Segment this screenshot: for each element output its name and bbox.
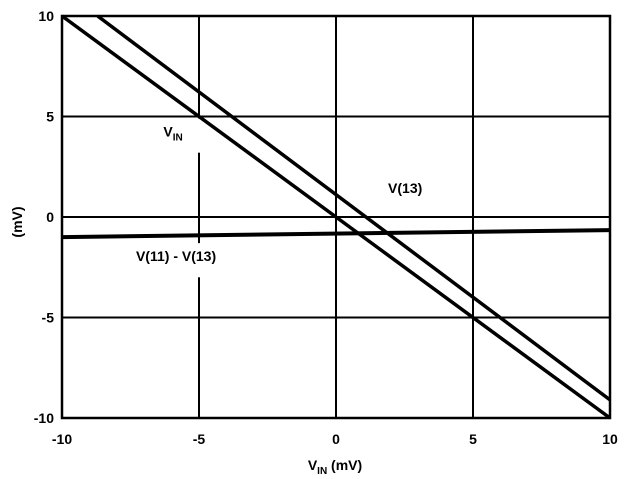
y-tick-labels: -10 -5 0 5 10	[34, 8, 54, 426]
y-tick-label: -5	[42, 310, 55, 326]
y-axis-label: (mV)	[9, 206, 25, 237]
label-background	[129, 243, 248, 278]
series-line-vin	[60, 14, 612, 420]
grid	[60, 14, 612, 420]
series-lines	[60, 14, 612, 420]
x-axis-label-main: V	[308, 457, 318, 473]
series-line-v13	[96, 14, 612, 402]
label-background	[157, 118, 202, 153]
x-axis-label: VIN (mV)	[308, 457, 362, 477]
y-tick-label: 0	[46, 209, 54, 225]
x-tick-label: 10	[602, 431, 618, 447]
y-tick-label: 5	[46, 109, 54, 125]
x-tick-label: -5	[193, 431, 206, 447]
series-line-v11-minus-v13	[61, 228, 611, 240]
x-tick-label: 0	[332, 431, 340, 447]
y-tick-label: 10	[38, 8, 54, 24]
annotation-v11-minus-v13: V(11) - V(13)	[136, 248, 216, 264]
annotation-vin-sub: IN	[173, 133, 183, 144]
annotation-v13: V(13)	[388, 180, 422, 196]
x-axis-label-sub: IN	[317, 466, 327, 477]
x-tick-label: 5	[469, 431, 477, 447]
x-axis-label-unit: (mV)	[327, 457, 362, 473]
annotation-vin-main: V	[163, 124, 173, 140]
x-tick-labels: -10 -5 0 5 10	[52, 431, 618, 447]
x-tick-label: -10	[52, 431, 72, 447]
y-tick-label: -10	[34, 410, 54, 426]
annotation-vin: VIN	[163, 124, 182, 144]
